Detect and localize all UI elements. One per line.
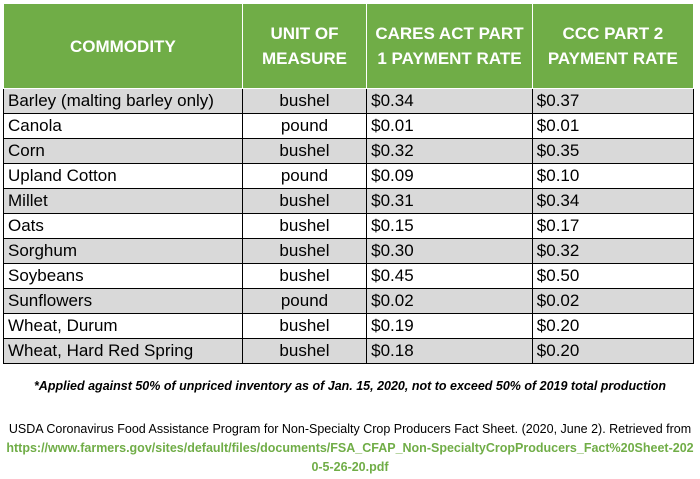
table-cell: Barley (malting barley only) — [3, 88, 243, 114]
table-cell: $0.01 — [531, 113, 695, 139]
table-row: Sunflowers pound $0.02 $0.02 — [3, 288, 695, 314]
column-header: UNIT OF MEASURE — [241, 3, 368, 89]
table-row: Oats bushel $0.15 $0.17 — [3, 213, 695, 239]
table-cell: Wheat, Hard Red Spring — [3, 338, 243, 364]
citation-url[interactable]: https://www.farmers.gov/sites/default/fi… — [6, 441, 694, 474]
table-row: Wheat, Hard Red Spring bushel $0.18 $0.20 — [3, 338, 695, 364]
column-header: CCC PART 2 PAYMENT RATE — [531, 3, 695, 89]
table-cell: bushel — [241, 238, 368, 264]
table-row: Wheat, Durum bushel $0.19 $0.20 — [3, 313, 695, 339]
table-cell: $0.19 — [366, 313, 533, 339]
column-header: COMMODITY — [3, 3, 243, 89]
table-cell: $0.10 — [531, 163, 695, 189]
table-cell: pound — [241, 113, 368, 139]
citation: USDA Coronavirus Food Assistance Program… — [4, 420, 696, 477]
table-cell: Millet — [3, 188, 243, 214]
table-row: Soybeans bushel $0.45 $0.50 — [3, 263, 695, 289]
table-cell: pound — [241, 163, 368, 189]
table-cell: Oats — [3, 213, 243, 239]
table-cell: bushel — [241, 338, 368, 364]
table-cell: $0.45 — [366, 263, 533, 289]
table-cell: Canola — [3, 113, 243, 139]
table-cell: $0.18 — [366, 338, 533, 364]
table-cell: $0.20 — [531, 313, 695, 339]
table-row: Canola pound $0.01 $0.01 — [3, 113, 695, 139]
citation-text: USDA Coronavirus Food Assistance Program… — [8, 422, 692, 436]
table-cell: Upland Cotton — [3, 163, 243, 189]
table-cell: bushel — [241, 263, 368, 289]
table-cell: $0.31 — [366, 188, 533, 214]
commodity-table: COMMODITY UNIT OF MEASURE CARES ACT PART 1… — [3, 3, 695, 364]
table-cell: $0.15 — [366, 213, 533, 239]
table-cell: $0.34 — [531, 188, 695, 214]
table-row: Sorghum bushel $0.30 $0.32 — [3, 238, 695, 264]
table-cell: pound — [241, 288, 368, 314]
table-cell: $0.32 — [531, 238, 695, 264]
table-cell: $0.32 — [366, 138, 533, 164]
table-cell: $0.20 — [531, 338, 695, 364]
table-cell: $0.34 — [366, 88, 533, 114]
table-cell: bushel — [241, 138, 368, 164]
table-cell: $0.50 — [531, 263, 695, 289]
table-cell: $0.02 — [366, 288, 533, 314]
table-cell: bushel — [241, 213, 368, 239]
header-row: COMMODITY UNIT OF MEASURE CARES ACT PART 1… — [3, 3, 695, 89]
table-cell: $0.37 — [531, 88, 695, 114]
column-header: CARES ACT PART 1 PAYMENT RATE — [366, 3, 533, 89]
table-cell: $0.09 — [366, 163, 533, 189]
table-cell: bushel — [241, 313, 368, 339]
table-cell: Sorghum — [3, 238, 243, 264]
table-row: Barley (malting barley only) bushel $0.34 $… — [3, 88, 695, 114]
table-row: Corn bushel $0.32 $0.35 — [3, 138, 695, 164]
table-cell: $0.17 — [531, 213, 695, 239]
table-cell: $0.30 — [366, 238, 533, 264]
table-cell: Wheat, Durum — [3, 313, 243, 339]
table-cell: bushel — [241, 188, 368, 214]
table-cell: bushel — [241, 88, 368, 114]
table-cell: $0.02 — [531, 288, 695, 314]
table-cell: $0.01 — [366, 113, 533, 139]
table-cell: $0.35 — [531, 138, 695, 164]
footnote: *Applied against 50% of unpriced invento… — [33, 379, 667, 393]
table-cell: Sunflowers — [3, 288, 243, 314]
table-body: Barley (malting barley only) bushel $0.34 $… — [3, 88, 695, 364]
table-cell: Soybeans — [3, 263, 243, 289]
table-row: Upland Cotton pound $0.09 $0.10 — [3, 163, 695, 189]
table-cell: Corn — [3, 138, 243, 164]
table-row: Millet bushel $0.31 $0.34 — [3, 188, 695, 214]
